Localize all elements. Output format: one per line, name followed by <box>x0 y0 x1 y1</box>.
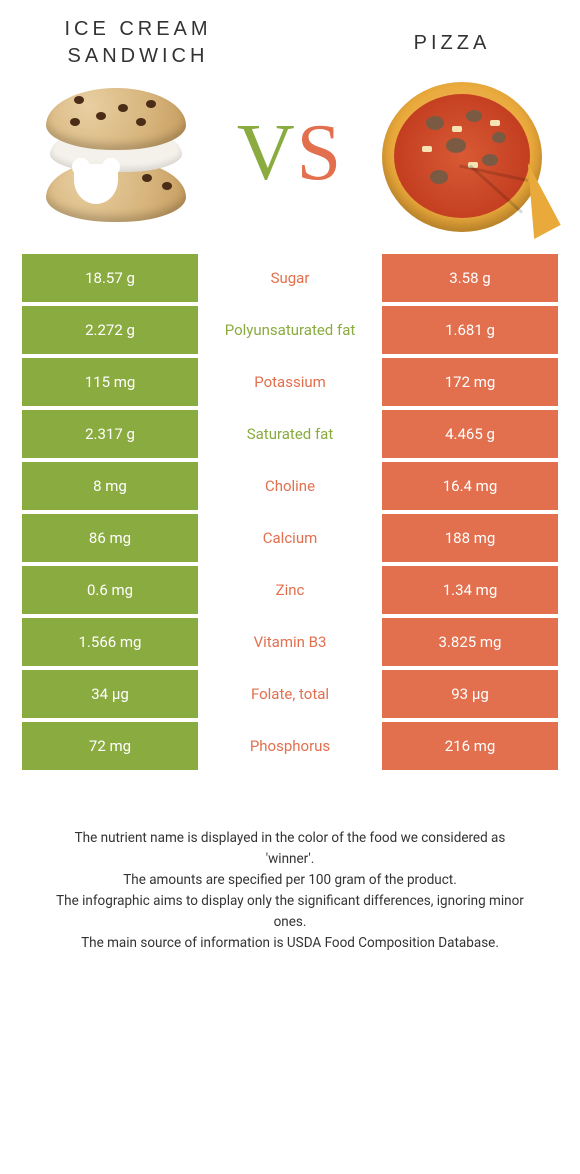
footer-notes: The nutrient name is displayed in the co… <box>20 828 560 954</box>
title-left: ICE CREAM SANDWICH <box>28 16 248 70</box>
comparison-infographic: ICE CREAM SANDWICH PIZZA VS <box>0 0 580 982</box>
cell-left-value: 2.317 g <box>20 408 200 460</box>
vs-label: VS <box>237 113 343 193</box>
cell-right-value: 1.681 g <box>380 304 560 356</box>
cell-nutrient-label: Calcium <box>200 512 380 564</box>
note-line-4: The main source of information is USDA F… <box>52 933 528 954</box>
table-row: 18.57 gSugar3.58 g <box>20 252 560 304</box>
cell-left-value: 8 mg <box>20 460 200 512</box>
cell-nutrient-label: Choline <box>200 460 380 512</box>
food-image-left <box>26 82 206 232</box>
table-row: 86 mgCalcium188 mg <box>20 512 560 564</box>
vs-s: S <box>297 109 344 197</box>
cell-left-value: 18.57 g <box>20 252 200 304</box>
cell-left-value: 34 µg <box>20 668 200 720</box>
cell-right-value: 93 µg <box>380 668 560 720</box>
cell-nutrient-label: Sugar <box>200 252 380 304</box>
cell-right-value: 3.58 g <box>380 252 560 304</box>
cell-right-value: 3.825 mg <box>380 616 560 668</box>
table-row: 115 mgPotassium172 mg <box>20 356 560 408</box>
table-row: 8 mgCholine16.4 mg <box>20 460 560 512</box>
cell-left-value: 86 mg <box>20 512 200 564</box>
cell-right-value: 1.34 mg <box>380 564 560 616</box>
titles-row: ICE CREAM SANDWICH PIZZA <box>20 16 560 70</box>
cell-right-value: 172 mg <box>380 356 560 408</box>
vs-v: V <box>237 109 297 197</box>
note-line-1: The nutrient name is displayed in the co… <box>52 828 528 870</box>
cell-right-value: 16.4 mg <box>380 460 560 512</box>
cell-left-value: 115 mg <box>20 356 200 408</box>
cell-nutrient-label: Saturated fat <box>200 408 380 460</box>
cell-left-value: 0.6 mg <box>20 564 200 616</box>
cell-right-value: 188 mg <box>380 512 560 564</box>
table-row: 2.272 gPolyunsaturated fat1.681 g <box>20 304 560 356</box>
food-image-right <box>374 82 554 232</box>
cell-right-value: 4.465 g <box>380 408 560 460</box>
table-row: 0.6 mgZinc1.34 mg <box>20 564 560 616</box>
cell-nutrient-label: Polyunsaturated fat <box>200 304 380 356</box>
note-line-3: The infographic aims to display only the… <box>52 891 528 933</box>
cell-nutrient-label: Phosphorus <box>200 720 380 772</box>
cell-left-value: 1.566 mg <box>20 616 200 668</box>
cell-right-value: 216 mg <box>380 720 560 772</box>
title-right: PIZZA <box>352 30 552 57</box>
title-left-line1: ICE CREAM <box>64 18 211 40</box>
cell-nutrient-label: Vitamin B3 <box>200 616 380 668</box>
hero-row: VS <box>20 70 560 252</box>
cell-nutrient-label: Folate, total <box>200 668 380 720</box>
cell-nutrient-label: Potassium <box>200 356 380 408</box>
title-left-line2: SANDWICH <box>68 45 209 67</box>
nutrient-table: 18.57 gSugar3.58 g2.272 gPolyunsaturated… <box>20 252 560 772</box>
table-row: 72 mgPhosphorus216 mg <box>20 720 560 772</box>
table-row: 34 µgFolate, total93 µg <box>20 668 560 720</box>
table-row: 2.317 gSaturated fat4.465 g <box>20 408 560 460</box>
note-line-2: The amounts are specified per 100 gram o… <box>52 870 528 891</box>
table-row: 1.566 mgVitamin B33.825 mg <box>20 616 560 668</box>
cell-nutrient-label: Zinc <box>200 564 380 616</box>
cell-left-value: 2.272 g <box>20 304 200 356</box>
cell-left-value: 72 mg <box>20 720 200 772</box>
